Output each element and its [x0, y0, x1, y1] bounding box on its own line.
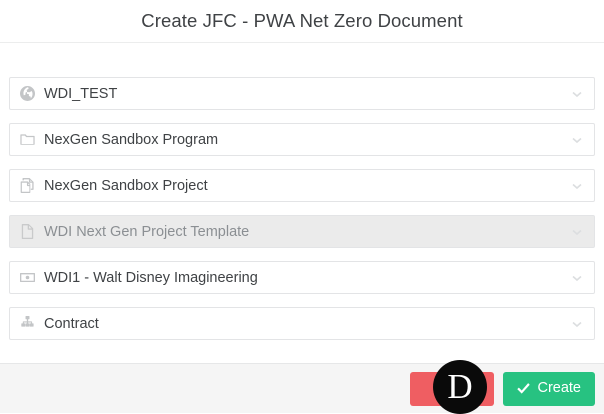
create-button-label: Create — [537, 380, 581, 397]
picker-row-program[interactable]: NexGen Sandbox Program — [9, 123, 595, 156]
dialog-body: WDI_TEST NexGen Sandbox Program — [0, 43, 604, 363]
picker-row-label: NexGen Sandbox Program — [44, 131, 219, 148]
picker-row-contract[interactable]: Contract — [9, 307, 595, 340]
picker-row-template[interactable]: WDI Next Gen Project Template — [9, 215, 595, 248]
picker-row-label: NexGen Sandbox Project — [44, 177, 208, 194]
picker-row-label: WDI1 - Walt Disney Imagineering — [44, 269, 258, 286]
file-icon — [10, 216, 44, 247]
folder-icon — [10, 124, 44, 155]
picker-row-client[interactable]: WDI1 - Walt Disney Imagineering — [9, 261, 595, 294]
chevron-down-icon[interactable] — [560, 124, 594, 155]
dialog-header: Create JFC - PWA Net Zero Document — [0, 0, 604, 43]
page-title: Create JFC - PWA Net Zero Document — [141, 9, 463, 31]
sitemap-icon — [10, 308, 44, 339]
chevron-down-icon[interactable] — [560, 216, 594, 247]
globe-icon — [10, 78, 44, 109]
chevron-down-icon[interactable] — [560, 78, 594, 109]
chevron-down-icon[interactable] — [560, 308, 594, 339]
picker-row-label: WDI Next Gen Project Template — [44, 223, 250, 240]
money-icon — [10, 262, 44, 293]
dialog-footer: Create — [0, 363, 604, 413]
picker-row-label: WDI_TEST — [44, 85, 118, 102]
close-icon — [442, 382, 455, 395]
check-icon — [517, 382, 531, 395]
picker-row-label: Contract — [44, 315, 99, 332]
chevron-down-icon[interactable] — [560, 170, 594, 201]
cancel-button[interactable] — [410, 371, 495, 406]
picker-row-organization[interactable]: WDI_TEST — [9, 77, 595, 110]
picker-row-project[interactable]: NexGen Sandbox Project — [9, 169, 595, 202]
chevron-down-icon[interactable] — [560, 262, 594, 293]
copy-icon — [10, 170, 44, 201]
create-button[interactable]: Create — [503, 371, 595, 406]
